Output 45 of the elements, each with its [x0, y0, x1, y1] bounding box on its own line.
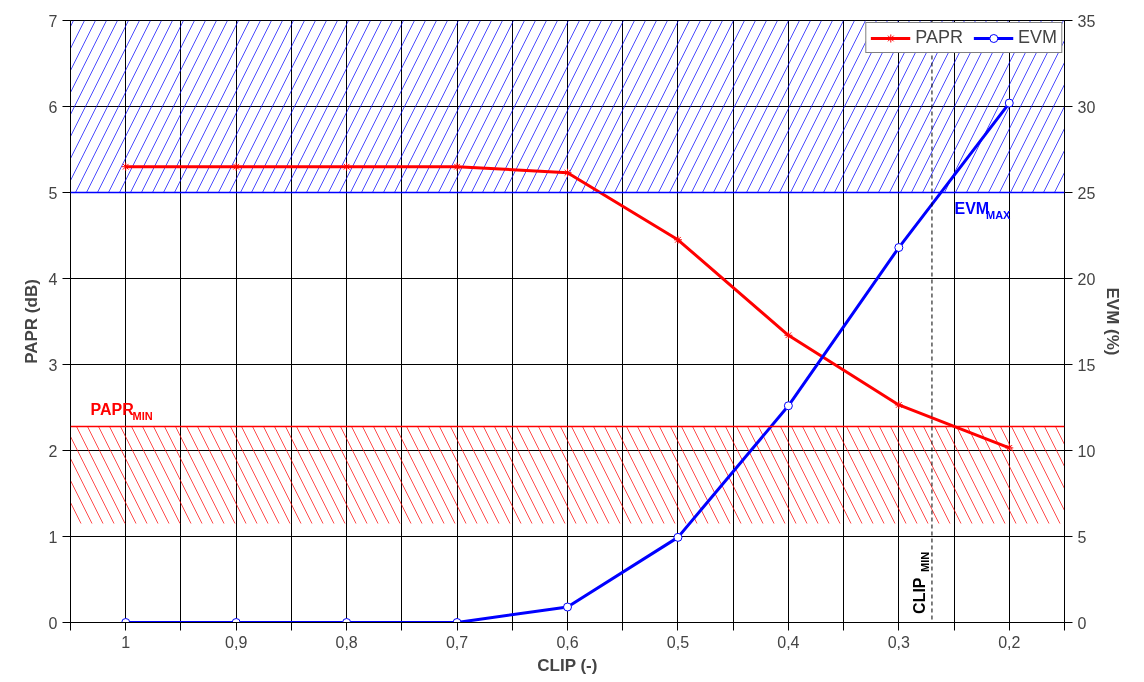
y2-tick-label: 35	[1077, 12, 1096, 30]
x-tick-label: 0,9	[225, 633, 248, 651]
point	[1004, 98, 1014, 108]
y2-axis-title: EVM (%)	[1103, 287, 1123, 356]
point	[673, 235, 683, 245]
y-tick-label: 5	[48, 184, 58, 202]
y-tick-label: 0	[48, 614, 58, 632]
point	[894, 243, 904, 253]
point	[894, 400, 904, 410]
x-axis-title: CLIP (-)	[537, 655, 598, 675]
x-tick-label: 0,3	[887, 633, 911, 651]
ref-line-label: CLIPMIN	[910, 551, 931, 614]
y-tick-label: 2	[48, 442, 58, 460]
y2-tick-label: 0	[1077, 614, 1087, 632]
y-tick-label: 6	[48, 98, 58, 116]
x-tick-label: 0,8	[335, 633, 358, 651]
y-tick-label: 3	[48, 356, 58, 374]
y-axis-title: PAPR (dB)	[21, 279, 41, 364]
point	[452, 162, 462, 172]
point	[783, 330, 793, 340]
y2-tick-label: 25	[1077, 184, 1096, 202]
x-tick-label: 0,4	[777, 633, 800, 651]
legend-label: PAPR	[915, 27, 963, 48]
point	[231, 162, 241, 172]
x-tick-label: 0,5	[666, 633, 690, 651]
point	[563, 168, 572, 178]
point	[342, 162, 352, 172]
point	[563, 602, 572, 612]
point	[783, 401, 793, 411]
y-tick-label: 4	[48, 270, 58, 288]
y2-tick-label: 15	[1077, 356, 1096, 374]
x-tick-label: 1	[121, 633, 131, 651]
point	[121, 162, 131, 172]
x-tick-label: 0,2	[998, 633, 1021, 651]
x-tick-label: 0,7	[445, 633, 469, 651]
point	[1004, 443, 1014, 453]
point	[673, 532, 683, 542]
y2-tick-label: 5	[1077, 528, 1087, 546]
legend-label: EVM	[1017, 27, 1057, 48]
y2-tick-label: 10	[1077, 442, 1096, 460]
y2-tick-label: 20	[1077, 270, 1096, 288]
y-tick-label: 7	[48, 12, 58, 30]
x-tick-label: 0,6	[556, 633, 579, 651]
y2-tick-label: 30	[1077, 98, 1096, 116]
y-tick-label: 1	[48, 528, 58, 546]
